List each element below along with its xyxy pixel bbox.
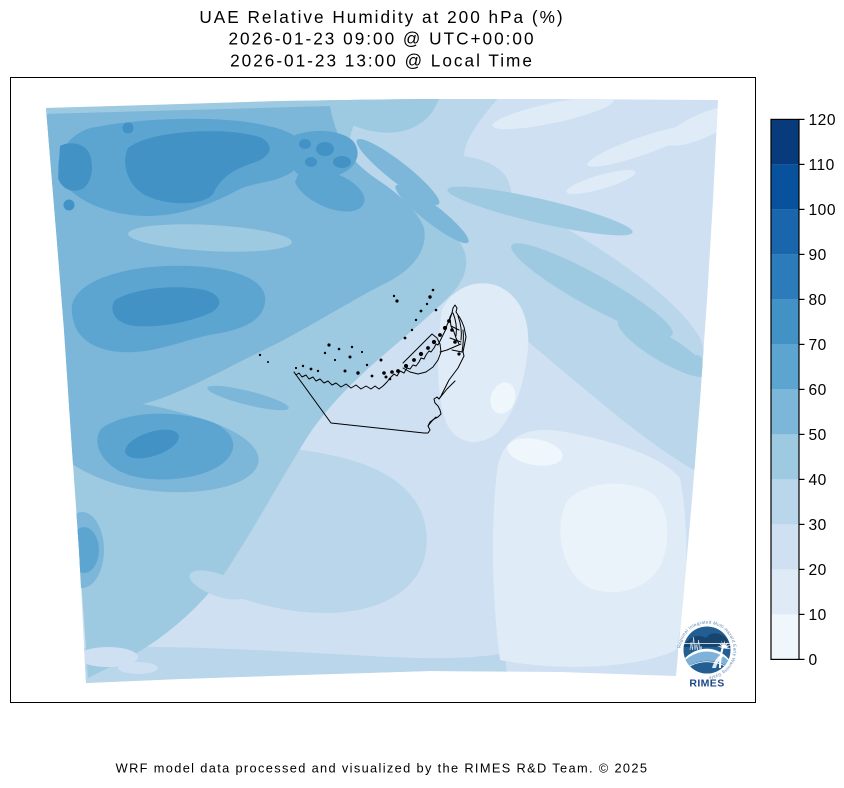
svg-text:WRF model data processed and v: WRF model data processed and visualized … (116, 761, 649, 776)
svg-text:110: 110 (809, 157, 835, 174)
svg-text:RIMES: RIMES (689, 678, 724, 690)
svg-text:UAE Relative Humidity at 200 h: UAE Relative Humidity at 200 hPa (%) (199, 7, 564, 27)
svg-text:100: 100 (809, 202, 837, 219)
svg-text:0: 0 (809, 652, 818, 669)
svg-text:80: 80 (809, 292, 827, 309)
svg-text:90: 90 (809, 247, 827, 264)
svg-text:120: 120 (809, 112, 837, 129)
svg-text:70: 70 (809, 337, 827, 354)
svg-text:2026-01-23 13:00 @ Local Time: 2026-01-23 13:00 @ Local Time (230, 50, 534, 70)
svg-text:10: 10 (809, 607, 827, 624)
svg-text:2026-01-23 09:00 @ UTC+00:00: 2026-01-23 09:00 @ UTC+00:00 (228, 29, 535, 49)
svg-text:30: 30 (809, 517, 827, 534)
svg-text:40: 40 (809, 472, 827, 489)
svg-text:20: 20 (809, 562, 827, 579)
svg-text:50: 50 (809, 427, 827, 444)
svg-text:60: 60 (809, 382, 827, 399)
